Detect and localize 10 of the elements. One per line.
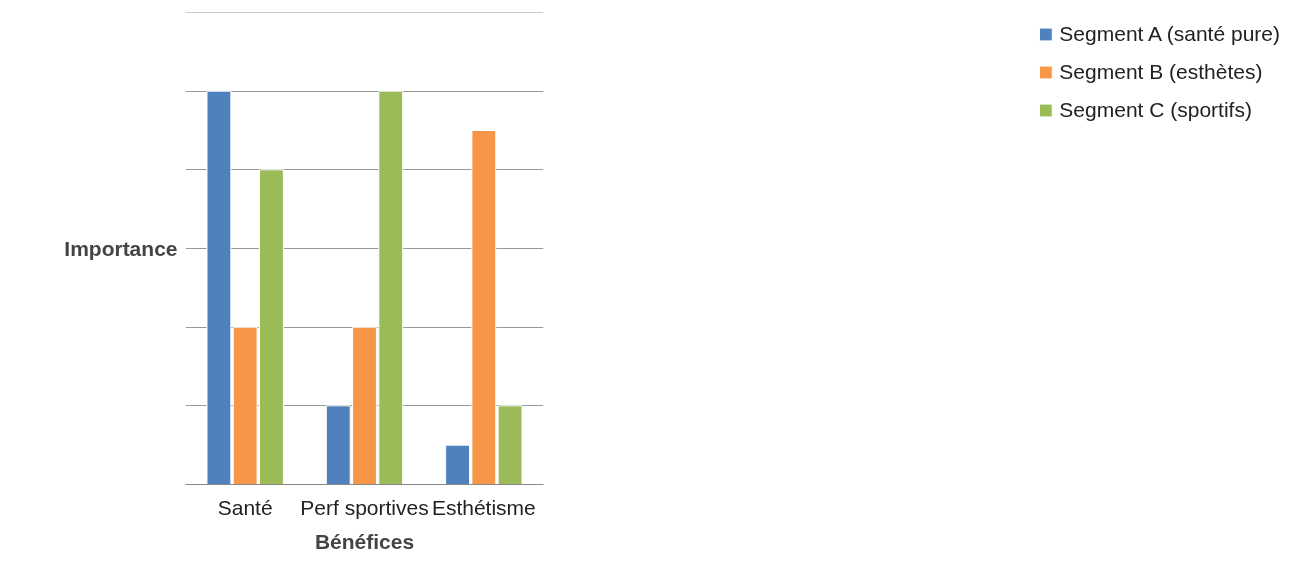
legend-label: Segment A (santé pure) <box>1059 22 1280 46</box>
y-axis-title: Importance <box>64 237 178 260</box>
bar <box>206 90 232 485</box>
x-tick-label: Esthétisme <box>431 495 536 519</box>
x-tick-label: Perf sportives <box>300 495 429 519</box>
legend-label: Segment B (esthètes) <box>1059 60 1263 84</box>
x-axis-title: Bénéfices <box>314 529 415 553</box>
bar <box>497 405 523 485</box>
x-tick-label: Santé <box>217 495 273 519</box>
legend-label: Segment C (sportifs) <box>1059 98 1252 122</box>
